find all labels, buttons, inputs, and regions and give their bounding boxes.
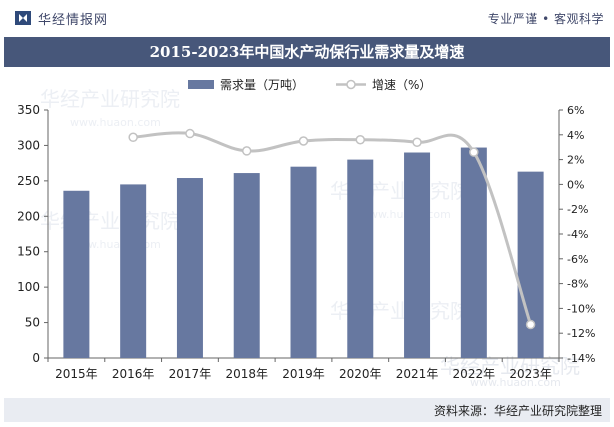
y-left-ticks: 0 50 100 150 200 250 300 350 <box>17 103 48 365</box>
bar <box>290 166 317 358</box>
x-tick-label: 2018年 <box>225 367 268 381</box>
y-left-tick-label: 0 <box>32 351 40 365</box>
growth-point <box>185 128 195 139</box>
x-tick-labels: 2015年 2016年 2017年 2018年 2019年 2020年 2021年 2022年… <box>47 358 560 381</box>
brand: 华经情报网 <box>14 8 108 28</box>
growth-point <box>525 319 536 330</box>
bar <box>176 178 203 358</box>
chart-area: 华经产业研究院 www.huaon.com 华经产业研究院 www.huaon.… <box>17 78 595 389</box>
y-left-tick-label: 250 <box>17 174 40 188</box>
slogan: 专业严谨 • 客观科学 <box>487 12 604 26</box>
bar <box>233 173 260 358</box>
y-right-tick-label: 6% <box>567 104 584 117</box>
line-series <box>128 128 536 330</box>
footer-bar: 资料来源：华经产业研究院整理 <box>4 398 610 422</box>
y-left-tick-label: 100 <box>17 280 40 294</box>
legend-bar-swatch <box>188 80 214 89</box>
x-tick-label: 2016年 <box>112 367 155 381</box>
legend-line-marker <box>346 79 356 90</box>
x-tick-label: 2023年 <box>509 367 552 381</box>
y-right-tick-label: -14% <box>567 352 595 365</box>
brand-name: 华经情报网 <box>38 12 109 28</box>
y-left-tick-label: 200 <box>17 209 40 223</box>
bar <box>517 171 544 358</box>
legend-bar-label: 需求量（万吨） <box>220 78 304 92</box>
source-note: 资料来源：华经产业研究院整理 <box>433 404 602 418</box>
watermark-url-5: www.huaon.com <box>470 376 561 389</box>
chart-title: 2015-2023年中国水产动保行业需求量及增速 <box>149 43 465 61</box>
bar <box>63 190 90 358</box>
bar <box>120 184 147 358</box>
watermark-text-2: 华经产业研究院 <box>40 209 180 233</box>
y-right-tick-label: -2% <box>567 203 588 216</box>
y-right-tick-label: 0% <box>567 178 584 191</box>
x-tick-label: 2019年 <box>282 367 325 381</box>
y-left-tick-label: 350 <box>17 103 40 117</box>
y-right-tick-label: -6% <box>567 253 588 266</box>
growth-point <box>469 147 479 157</box>
growth-point <box>241 146 252 156</box>
bar <box>404 152 431 358</box>
title-bar: 2015-2023年中国水产动保行业需求量及增速 <box>4 37 610 67</box>
legend-line-label: 增速（%） <box>372 78 431 92</box>
y-right-tick-label: -8% <box>567 278 588 291</box>
growth-point <box>298 136 309 146</box>
y-right-ticks: 6% 4% 2% 0% -2% -4% -6% -8% -10% -12% -14% <box>559 104 595 365</box>
brand-logo-icon <box>15 11 31 25</box>
x-tick-label: 2020年 <box>339 367 382 381</box>
x-tick-label: 2017年 <box>169 367 212 381</box>
growth-point <box>355 135 366 145</box>
y-left-tick-label: 50 <box>25 316 40 330</box>
watermark-url-1: www.huaon.com <box>70 116 161 129</box>
growth-point <box>128 132 138 143</box>
x-tick-label: 2022年 <box>453 367 496 381</box>
y-right-tick-label: 4% <box>567 129 584 142</box>
y-right-tick-label: -4% <box>567 228 588 241</box>
bar-series <box>63 147 544 358</box>
legend: 需求量（万吨） 增速（%） <box>188 78 431 92</box>
x-tick-label: 2015年 <box>55 367 98 381</box>
header-bar: 华经情报网 专业严谨 • 客观科学 <box>0 0 614 36</box>
bar <box>460 147 487 358</box>
bar <box>347 159 374 358</box>
y-right-tick-label: 2% <box>567 154 584 167</box>
y-right-tick-label: -10% <box>567 302 595 315</box>
growth-point <box>412 137 422 147</box>
watermark-text-1: 华经产业研究院 <box>40 87 180 111</box>
x-tick-label: 2021年 <box>396 367 439 381</box>
y-left-tick-label: 300 <box>17 138 40 152</box>
y-right-tick-label: -12% <box>567 327 595 340</box>
y-left-tick-label: 150 <box>17 245 40 259</box>
